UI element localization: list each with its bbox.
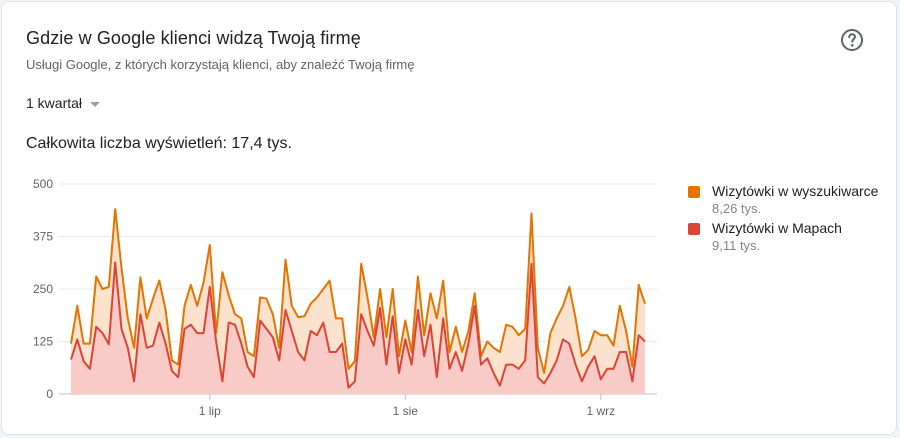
legend-value-maps: 9,11 tys. xyxy=(712,238,761,253)
y-tick-label: 375 xyxy=(33,230,53,244)
x-tick-label: 1 sie xyxy=(393,404,419,418)
period-dropdown[interactable]: 1 kwartał xyxy=(26,95,101,111)
legend-item-search: Wizytówki w wyszukiwarce 8,26 tys. xyxy=(688,182,888,217)
line-search xyxy=(70,208,646,374)
card-title: Gdzie w Google klienci widzą Twoją firmę xyxy=(26,28,361,48)
chevron-down-icon xyxy=(90,101,101,107)
chart-legend: Wizytówki w wyszukiwarce 8,26 tys. Wizyt… xyxy=(688,182,888,256)
y-tick-label: 500 xyxy=(33,177,53,191)
total-views-text: Całkowita liczba wyświetleń: 17,4 tys. xyxy=(26,135,292,152)
legend-name-maps: Wizytówki w Mapach xyxy=(712,220,842,236)
line-maps xyxy=(70,261,646,389)
legend-item-maps: Wizytówki w Mapach 9,11 tys. xyxy=(688,219,888,254)
x-tick-label: 1 lip xyxy=(199,404,221,418)
y-tick-label: 125 xyxy=(33,335,53,349)
help-circle-icon[interactable] xyxy=(840,28,864,52)
y-tick-label: 0 xyxy=(46,387,53,401)
legend-swatch-maps xyxy=(688,223,700,235)
x-tick-label: 1 wrz xyxy=(587,404,616,418)
area-maps xyxy=(71,262,645,394)
views-area-chart: 0 125 250 375 500 1 lip 1 sie 1 wrz xyxy=(33,177,657,418)
legend-swatch-search xyxy=(688,186,700,198)
card-subtitle: Usługi Google, z których korzystają klie… xyxy=(26,57,415,72)
y-tick-label: 250 xyxy=(33,282,53,296)
legend-value-search: 8,26 tys. xyxy=(712,201,762,216)
period-dropdown-value: 1 kwartał xyxy=(26,95,83,111)
legend-name-search: Wizytówki w wyszukiwarce xyxy=(712,183,879,199)
